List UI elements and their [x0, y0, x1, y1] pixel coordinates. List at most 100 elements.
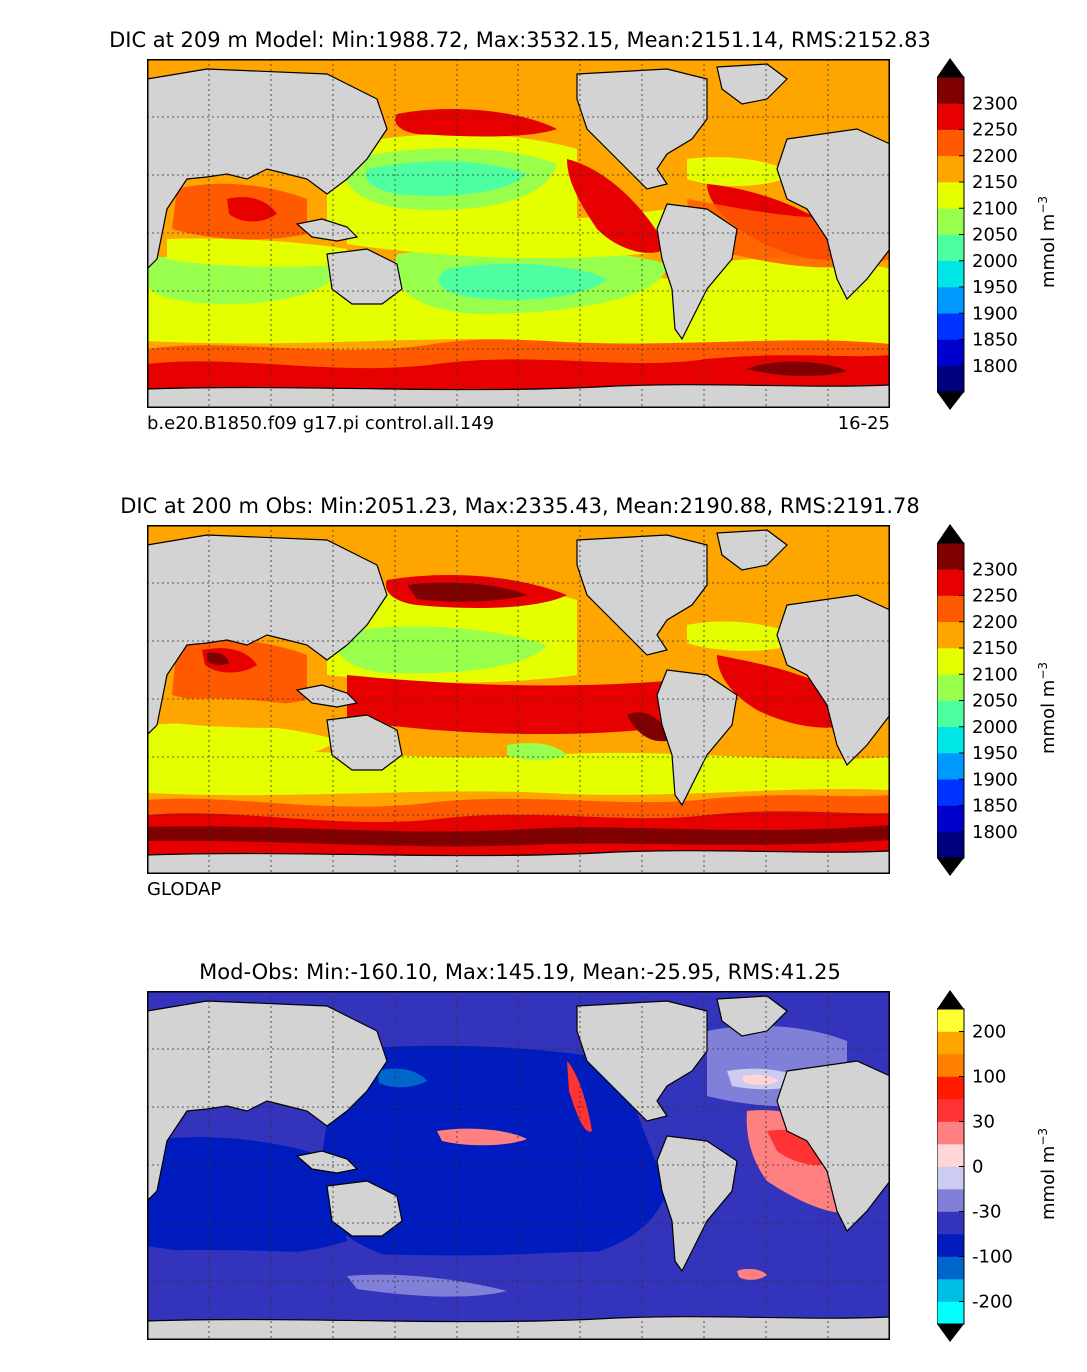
colorbar-bin: [937, 1076, 964, 1100]
colorbar-bin: [937, 1234, 964, 1257]
colorbar-extend-max: [937, 524, 964, 543]
colorbar-bin: [937, 1189, 964, 1212]
units-exponent: −3: [1036, 195, 1050, 214]
colorbar-tick-label: 2200: [972, 612, 1018, 633]
units-text: mmol m: [1038, 1145, 1059, 1220]
colorbar-bin: [937, 569, 964, 596]
colorbar-bin: [937, 208, 964, 235]
colorbar-bin: [937, 1256, 964, 1280]
colorbar-extend-min: [937, 858, 964, 876]
colorbar-bin: [937, 129, 964, 157]
panel-title: Mod-Obs: Min:-160.10, Max:145.19, Mean:-…: [199, 960, 841, 984]
colorbar: 2300 2250 2200 2150 2100 2050 2000 1950 1900 1850…: [936, 57, 1087, 412]
colorbar-bin: [937, 287, 964, 314]
colorbar-tick-label: -200: [972, 1292, 1013, 1313]
map-svg: [147, 59, 890, 408]
colorbar-bin: [937, 182, 964, 209]
colorbar-bins: [937, 77, 964, 393]
colorbar-bin: [937, 779, 964, 806]
colorbar-tick-label: 1800: [972, 356, 1018, 377]
colorbar-tick-label: 2200: [972, 146, 1018, 167]
zone-southern-positive: [737, 1268, 767, 1280]
colorbar-units: mmol m−3: [1036, 196, 1059, 288]
colorbar-bin: [937, 700, 964, 728]
colorbar-ticks: 2300 2250 2200 2150 2100 2050 2000 1950 1900 1850…: [959, 93, 1018, 377]
zone-pacific-positive: [437, 1128, 527, 1146]
colorbar-bin: [937, 260, 964, 288]
colorbar-tick-label: 2250: [972, 586, 1018, 607]
land-greenland: [716, 63, 788, 105]
colorbar-ticks: 2300 2250 2200 2150 2100 2050 2000 1950 1900 1850…: [959, 559, 1018, 843]
colorbar-bin: [937, 339, 964, 367]
source-label: b.e20.B1850.f09 g17.pi control.all.149: [147, 413, 495, 434]
colorbar-units: mmol m−3: [1036, 662, 1059, 754]
colorbar-tick-label: 1900: [972, 303, 1018, 324]
zone-subpolar-north-pacific: [395, 109, 557, 137]
colorbar-bin: [937, 648, 964, 675]
colorbar-bin: [937, 1301, 964, 1325]
map-plot: [147, 525, 890, 874]
units-text: mmol m: [1038, 213, 1059, 288]
units-text: mmol m: [1038, 679, 1059, 754]
colorbar-tick-label: 2150: [972, 638, 1018, 659]
colorbar-tick-label: 1950: [972, 277, 1018, 298]
panel-title: DIC at 200 m Obs: Min:2051.23, Max:2335.…: [120, 494, 920, 518]
map-frame: [147, 525, 890, 874]
map-svg: [147, 991, 890, 1340]
land-eurasia-africa: [147, 1000, 388, 1202]
colorbar-tick-label: 2150: [972, 172, 1018, 193]
zone-indian-equatorial: [167, 698, 347, 728]
colorbar-tick-label: 2100: [972, 198, 1018, 219]
units-exponent: −3: [1036, 1127, 1050, 1146]
map-plot: [147, 59, 890, 408]
colorbar-units: mmol m−3: [1036, 1128, 1059, 1220]
colorbar-bins: [937, 543, 964, 859]
colorbar-tick-label: 1850: [972, 330, 1018, 351]
source-label: GLODAP: [147, 879, 222, 900]
zone-east-pacific-blue: [587, 1170, 662, 1207]
zone-north-atlantic-gyre: [687, 157, 797, 186]
grid: [147, 525, 890, 874]
colorbar-bin: [937, 726, 964, 754]
land-south-america: [656, 1135, 738, 1273]
land-australia: [326, 714, 403, 771]
land-maritime-continent: [295, 684, 359, 708]
colorbar-tick-label: 2050: [972, 225, 1018, 246]
colorbar-extend-max: [937, 58, 964, 77]
colorbar-extend-min: [937, 392, 964, 410]
colorbar-bin: [937, 155, 964, 183]
colorbar-bin: [937, 1054, 964, 1077]
colorbar-bin: [937, 831, 964, 859]
colorbar-svg: 2300 2250 2200 2150 2100 2050 2000 1950 1900 1850…: [936, 58, 1018, 410]
colorbar-tick-label: 1850: [972, 796, 1018, 817]
zone-north-atlantic: [667, 72, 847, 155]
colorbar-tick-label: 1950: [972, 743, 1018, 764]
colorbar-ticks: 200 100 30 0 -30 -100 -200: [959, 1022, 1013, 1313]
zone-north-atlantic-pink: [742, 1074, 779, 1085]
zone-california-coast: [567, 1061, 592, 1132]
zone-north-atlantic-gyre: [687, 621, 807, 651]
colorbar-extend-max: [937, 990, 964, 1009]
land-greenland: [716, 529, 788, 571]
land-maritime-continent: [295, 218, 359, 242]
colorbar-tick-label: 2250: [972, 120, 1018, 141]
colorbar-bin: [937, 1211, 964, 1235]
land-greenland: [716, 995, 788, 1037]
colorbar-bin: [937, 1031, 964, 1055]
colorbar-tick-label: 2100: [972, 664, 1018, 685]
land-eurasia-africa: [147, 68, 388, 270]
colorbar-bin: [937, 1279, 964, 1302]
zone-indian-equatorial: [167, 238, 347, 267]
colorbar-bin: [937, 1144, 964, 1167]
colorbar-bin: [937, 753, 964, 780]
zone-south-pacific-core: [438, 263, 607, 300]
colorbar: 2300 2250 2200 2150 2100 2050 2000 1950 1900 1850…: [936, 523, 1087, 878]
colorbar-bin: [937, 674, 964, 701]
colorbar-bins: [937, 1009, 964, 1325]
land-africa: [776, 1060, 890, 1233]
colorbar-bin: [937, 621, 964, 649]
colorbar-tick-label: 30: [972, 1112, 995, 1133]
colorbar-bin: [937, 103, 964, 130]
colorbar-tick-label: -30: [972, 1202, 1001, 1223]
colorbar-tick-label: 2000: [972, 717, 1018, 738]
